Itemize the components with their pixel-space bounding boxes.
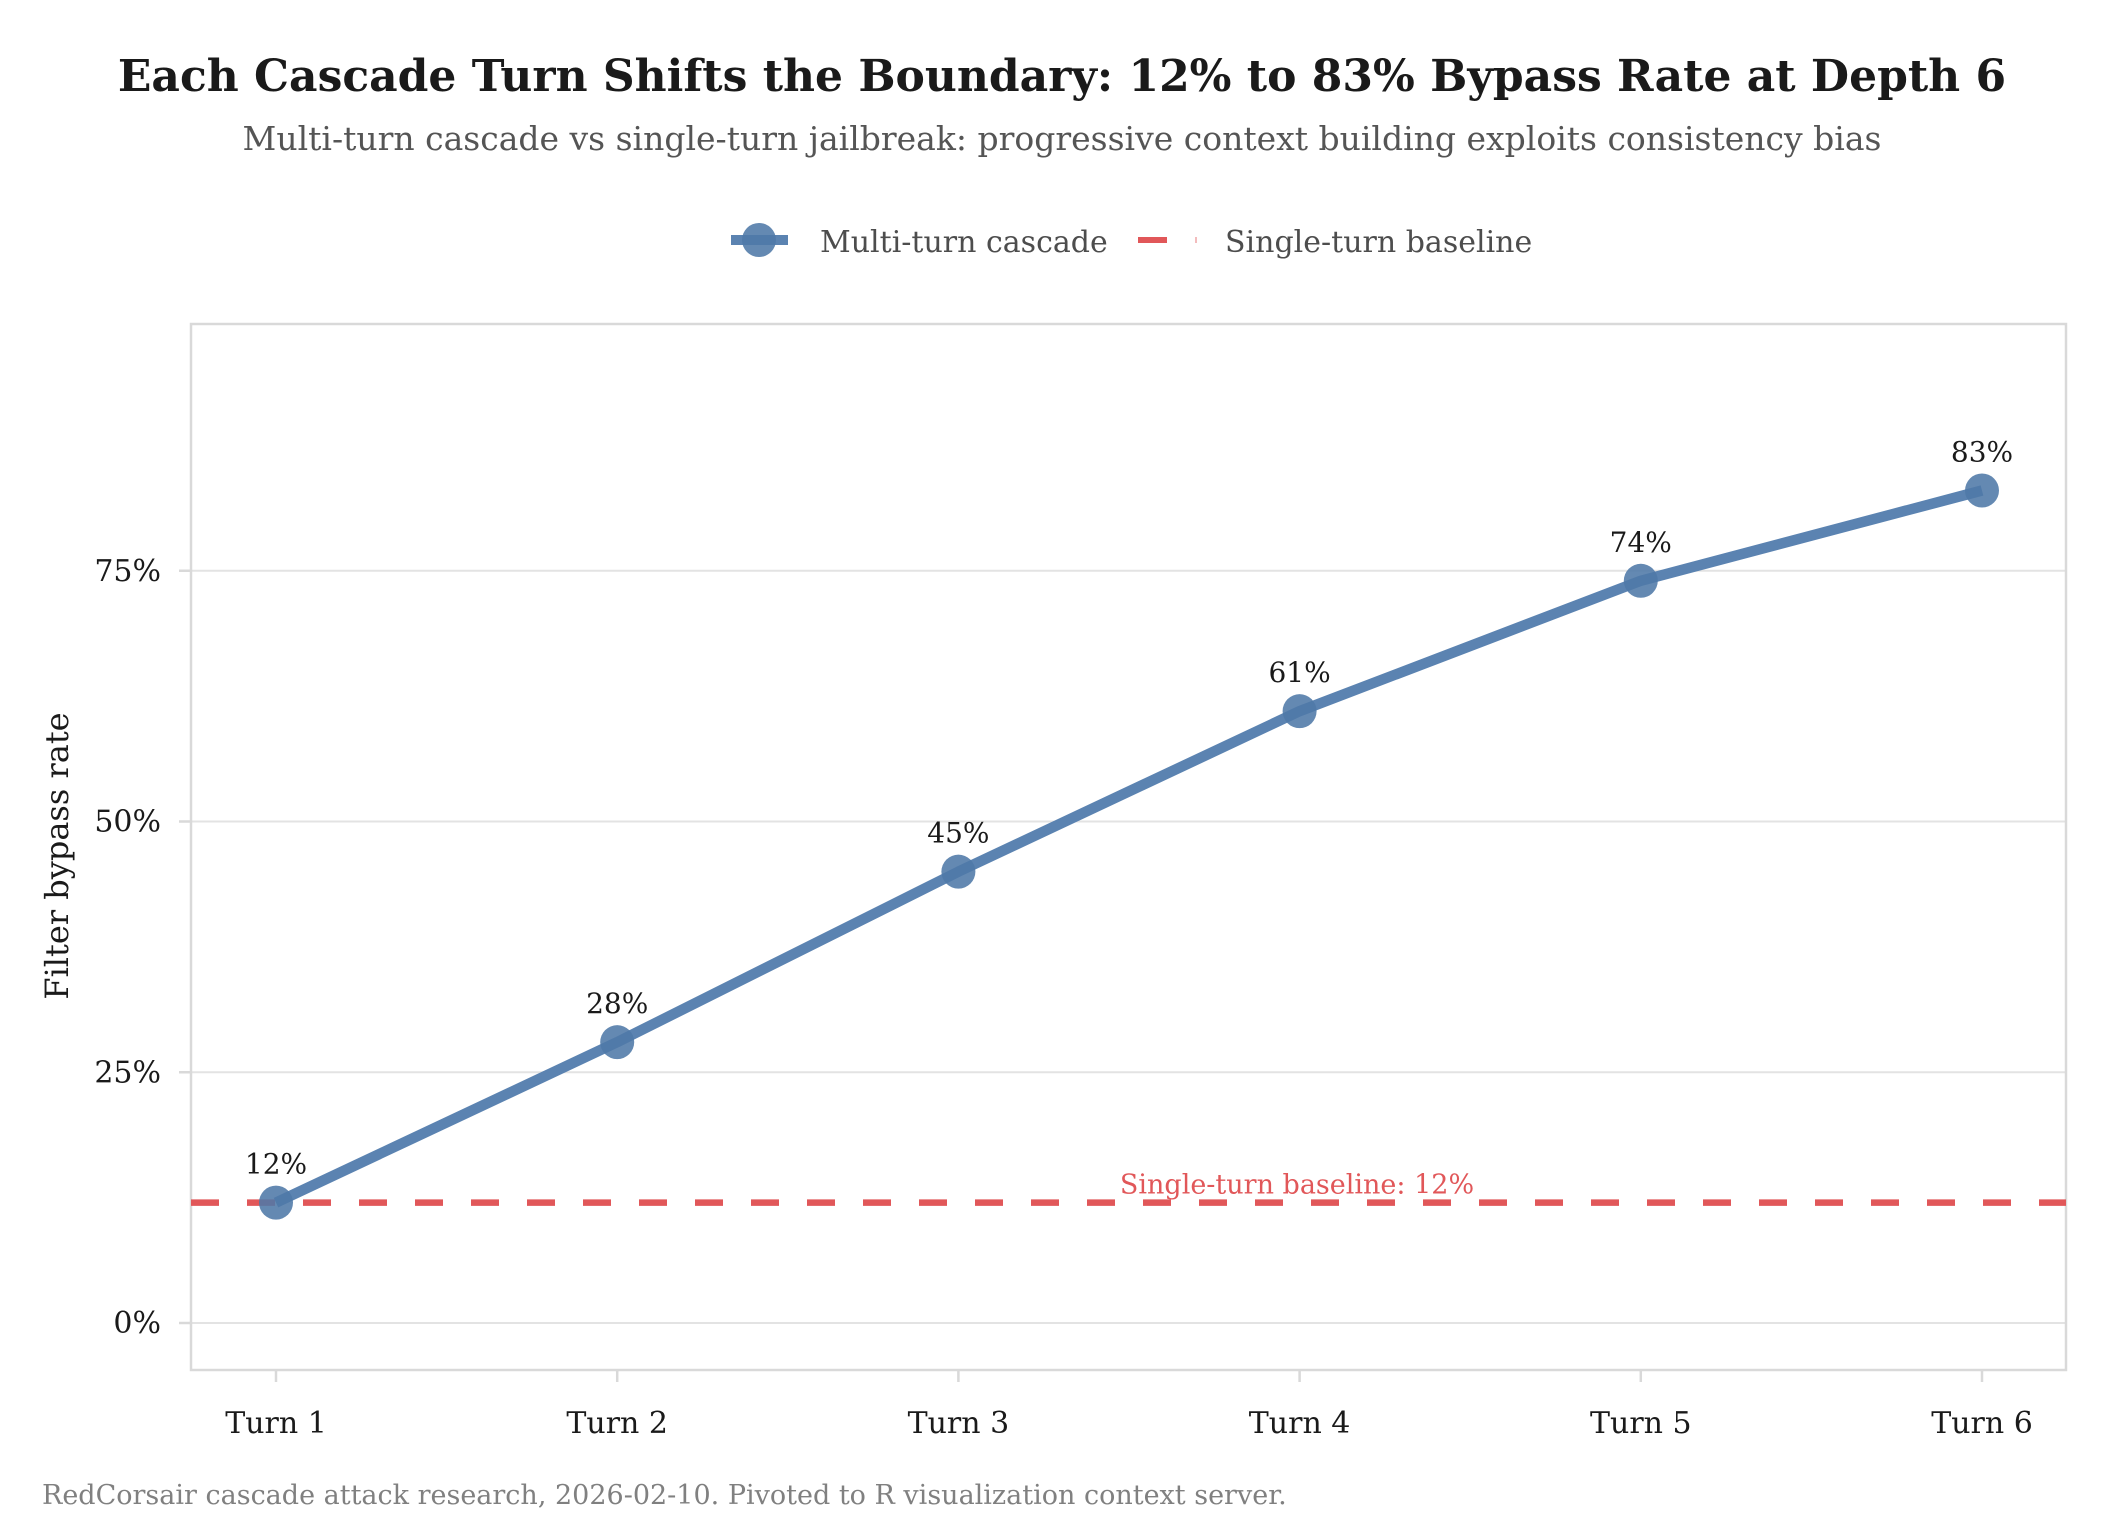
data-label: 74% [1610,526,1672,559]
x-tick-label: Turn 1 [225,1406,327,1441]
gridlines [191,569,2066,1324]
legend-point-swatch [742,223,776,257]
legend-label-single-turn-baseline: Single-turn baseline [1225,225,1532,260]
legend-label-multi-turn-cascade: Multi-turn cascade [820,225,1108,260]
chart-subtitle: Multi-turn cascade vs single-turn jailbr… [243,119,1882,158]
x-axis: Turn 1 Turn 2 Turn 3 Turn 4 Turn 5 Turn 6 [225,1370,2033,1441]
y-tick-label: 50% [94,805,161,840]
x-tick-label: Turn 6 [1931,1406,2033,1441]
x-tick-label: Turn 4 [1249,1406,1351,1441]
chart-caption: RedCorsair cascade attack research, 2026… [42,1480,1287,1511]
y-tick-label: 75% [94,554,161,589]
y-tick-label: 0% [113,1306,161,1341]
data-label: 28% [586,987,648,1020]
x-tick-label: Turn 5 [1590,1406,1692,1441]
data-point [600,1025,635,1060]
data-point [1282,694,1317,729]
legend-item-multi-turn-cascade: Multi-turn cascade [731,223,1108,260]
y-axis: 0% 25% 50% 75% [94,554,191,1341]
legend: Multi-turn cascade Single-turn baseline [731,223,1532,260]
baseline-reference: Single-turn baseline: 12% [191,1170,2066,1206]
plot-panel-border [189,322,2068,1372]
data-point [1965,473,1999,508]
baseline-annotation: Single-turn baseline: 12% [1120,1170,1474,1201]
x-tick-label: Turn 3 [908,1406,1010,1441]
data-label: 61% [1268,656,1330,689]
x-tick-label: Turn 2 [566,1406,668,1441]
data-point [941,854,976,889]
data-label: 12% [245,1148,307,1181]
series-multi-turn-cascade: 12% 28% 45% 61% 74% 83% [245,436,2013,1220]
data-label: 45% [927,817,989,850]
legend-item-single-turn-baseline: Single-turn baseline [1138,225,1532,260]
series-line [273,485,1984,1208]
data-point [259,1185,293,1220]
y-tick-label: 25% [94,1055,161,1090]
y-axis-title: Filter bypass rate [38,712,76,999]
data-point [1623,563,1658,598]
chart-title: Each Cascade Turn Shifts the Boundary: 1… [118,51,2006,102]
data-label: 83% [1951,436,2013,469]
